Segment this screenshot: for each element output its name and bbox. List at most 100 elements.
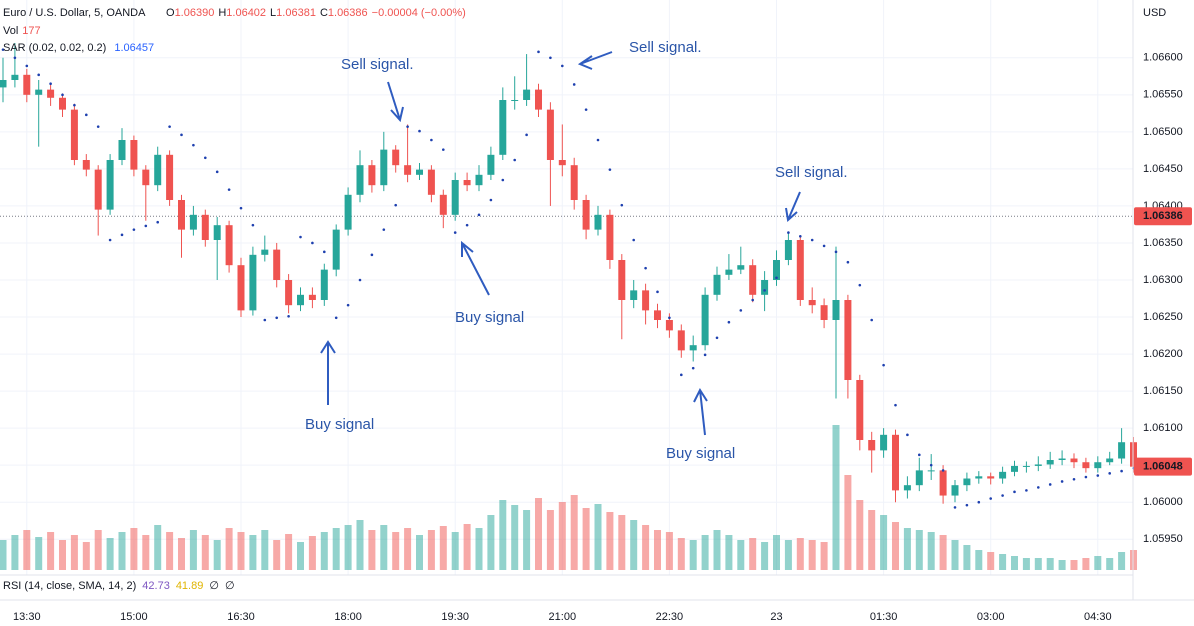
sar-dot [882, 363, 885, 367]
volume-bar [570, 495, 578, 570]
volume-bar [237, 532, 245, 570]
candle-body [725, 269, 733, 275]
y-tick-label: 1.06500 [1143, 126, 1183, 138]
price-label: 1.06048 [1143, 461, 1183, 473]
volume-bar [47, 532, 55, 570]
sar-dot [73, 103, 76, 107]
candle-body [1106, 458, 1114, 463]
sar-dot [323, 250, 326, 254]
candle-body [523, 89, 531, 100]
candle-body [1058, 458, 1066, 460]
sar-dot [358, 278, 362, 282]
volume-bar [689, 540, 697, 570]
candle-body [594, 214, 602, 230]
candle-body [237, 265, 245, 311]
sar-dot [370, 253, 374, 257]
candle-body [11, 74, 19, 80]
candle-body [535, 89, 542, 110]
rsi-value: 42.73 [142, 580, 170, 592]
sar-dot [870, 318, 873, 322]
volume-bar [1118, 552, 1126, 570]
rsi-label: RSI (14, close, SMA, 14, 2) [3, 580, 136, 592]
y-tick-label: 1.06000 [1143, 496, 1183, 508]
candle-body [427, 169, 435, 195]
volume-bar [59, 540, 66, 570]
candle-body [892, 434, 899, 491]
volume-bar [1082, 558, 1090, 570]
sar-dot [394, 203, 398, 207]
volume-bar [1070, 560, 1078, 570]
candle-body [285, 280, 293, 306]
sar-dot [334, 316, 338, 320]
candle-body [784, 240, 792, 260]
sar-dot [1037, 486, 1040, 489]
candle-body [713, 274, 721, 295]
sar-dot [85, 113, 88, 117]
candle-body [558, 160, 566, 166]
candle-body [47, 89, 55, 98]
volume-bar [0, 540, 7, 570]
volume-bar [701, 535, 709, 570]
sar-dot [1001, 494, 1004, 497]
sar-dot [572, 83, 576, 86]
sar-dot [977, 500, 981, 504]
volume-bar [808, 540, 816, 570]
candle-body [606, 214, 614, 260]
candle-body [273, 249, 281, 280]
candle-body [773, 260, 780, 280]
sar-dot [180, 133, 183, 137]
quote-prefix: C [320, 7, 328, 19]
volume-bar [23, 530, 31, 570]
volume-bar [820, 542, 828, 570]
sar-dot [513, 158, 516, 162]
candle-body [368, 165, 376, 186]
volume-bar [499, 500, 507, 570]
candle-body [308, 294, 316, 300]
sar-dot [263, 318, 267, 322]
candle-body [106, 160, 114, 210]
y-tick-label: 1.06600 [1143, 52, 1183, 64]
sar-dot [132, 228, 136, 231]
candle-body [808, 300, 816, 306]
x-tick-label: 18:00 [334, 611, 362, 623]
volume-bar [535, 498, 542, 570]
sar-dot [941, 469, 945, 472]
candle-body [439, 194, 447, 215]
candle-body [880, 434, 888, 451]
candle-body [297, 294, 304, 306]
candle-body [761, 280, 769, 295]
sar-dot [894, 403, 897, 407]
candle-body [796, 240, 804, 300]
x-tick-label: 16:30 [227, 611, 255, 623]
candle-body [249, 254, 257, 311]
volume-bar [225, 528, 233, 570]
quote-prefix: L [270, 7, 276, 19]
volume-bar [832, 425, 840, 570]
sar-dot [227, 188, 231, 191]
sar-dot [156, 220, 159, 224]
volume-bar [1094, 556, 1102, 570]
volume-bar [142, 535, 150, 570]
candle-body [630, 290, 638, 300]
y-tick-label: 1.06300 [1143, 274, 1183, 286]
annotation: Sell signal. [629, 39, 702, 56]
volume-bar [725, 535, 733, 570]
sar-dot [1084, 475, 1088, 479]
candle-body [392, 149, 400, 166]
sar-dot [656, 290, 659, 294]
volume-bar [1058, 560, 1066, 570]
candle-body [130, 140, 138, 170]
volume-bar [880, 515, 888, 570]
sar-dot [215, 170, 219, 174]
sar-dot [846, 260, 850, 264]
sar-dot [775, 276, 778, 280]
x-tick-label: 15:00 [120, 611, 148, 623]
sar-dot [680, 373, 683, 377]
candle-body [475, 174, 483, 186]
sar-dot [192, 143, 195, 147]
volume-bar [558, 502, 566, 570]
sar-dot [608, 168, 612, 171]
x-tick-label: 21:00 [549, 611, 577, 623]
candle-body [665, 320, 673, 331]
candle-body [570, 165, 578, 200]
